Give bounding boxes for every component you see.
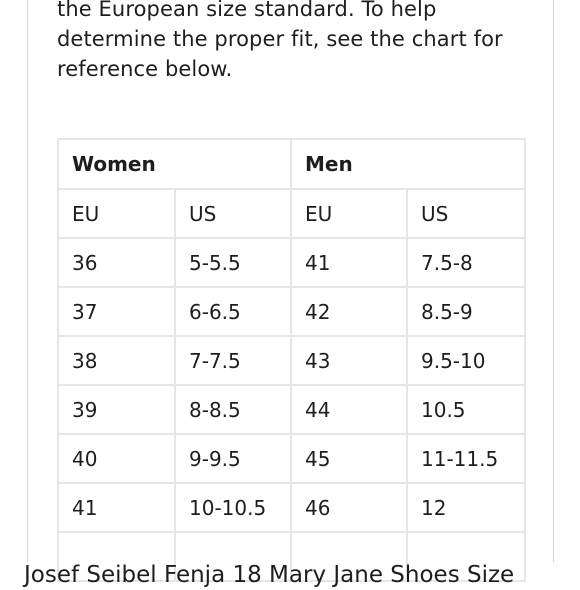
table-cell: 37 [57,286,176,337]
table-cell: 9-9.5 [174,433,292,484]
table-row: 41 10-10.5 46 12 [57,482,526,533]
table-cell: 44 [290,384,408,435]
table-cell: 7-7.5 [174,335,292,386]
table-row: 40 9-9.5 45 11-11.5 [57,433,526,484]
intro-line: determine the proper fit, see the chart … [57,27,503,51]
group-header-men: Men [290,138,526,190]
table-cell: 43 [290,335,408,386]
group-header-women: Women [57,138,292,190]
table-subheader-row: EU US EU US [57,188,526,239]
subheader-men-eu: EU [290,188,408,239]
table-cell: 40 [57,433,176,484]
table-cell: 11-11.5 [406,433,526,484]
table-cell: 39 [57,384,176,435]
subheader-men-us: US [406,188,526,239]
table-cell: 38 [57,335,176,386]
table-cell: 8.5-9 [406,286,526,337]
subheader-women-eu: EU [57,188,176,239]
intro-text: the European size standard. To help dete… [57,0,527,84]
table-cell: 10.5 [406,384,526,435]
table-row: 36 5-5.5 41 7.5-8 [57,237,526,288]
table-cell: 41 [57,482,176,533]
table-cell: 10-10.5 [174,482,292,533]
subheader-women-us: US [174,188,292,239]
table-group-header-row: Women Men [57,138,526,190]
table-cell: 46 [290,482,408,533]
table-cell: 45 [290,433,408,484]
table-cell: 6-6.5 [174,286,292,337]
table-cell: 7.5-8 [406,237,526,288]
intro-line: reference below. [57,57,233,81]
table-cell: 41 [290,237,408,288]
table-cell: 42 [290,286,408,337]
table-cell: 8-8.5 [174,384,292,435]
size-chart-table: Women Men EU US EU US 36 5-5.5 41 7.5-8 … [57,138,526,582]
table-cell: 12 [406,482,526,533]
table-row: 37 6-6.5 42 8.5-9 [57,286,526,337]
image-caption: Josef Seibel Fenja 18 Mary Jane Shoes Si… [24,562,515,588]
table-row: 38 7-7.5 43 9.5-10 [57,335,526,386]
table-row: 39 8-8.5 44 10.5 [57,384,526,435]
table-cell: 36 [57,237,176,288]
table-cell: 9.5-10 [406,335,526,386]
table-cell: 5-5.5 [174,237,292,288]
intro-line: the European size standard. To help [57,0,437,21]
